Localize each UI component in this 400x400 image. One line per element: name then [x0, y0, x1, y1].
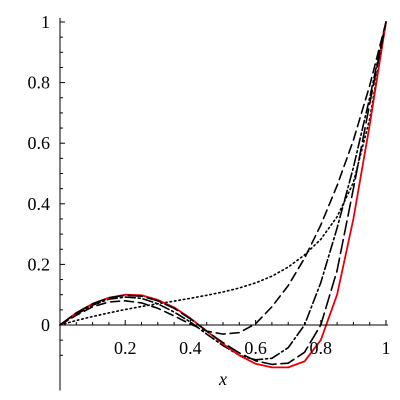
x-tick-label: 0.2 — [114, 338, 137, 358]
series-line-dashed — [59, 21, 387, 335]
y-tick-label: 0.2 — [28, 254, 51, 274]
y-tick-label: 0 — [41, 315, 50, 335]
series-line-solid — [59, 21, 387, 369]
y-tick-label: 1 — [41, 12, 50, 32]
ticks-layer: 0 0.2 0.4 0.6 0.8 1 0.2 0.4 0.6 0.8 1 — [28, 12, 391, 358]
y-tick-label: 0.8 — [28, 73, 51, 93]
series-line-dotted — [59, 21, 387, 326]
x-tick-label: 0.8 — [310, 338, 333, 358]
series-layer — [59, 21, 387, 369]
x-tick-label: 1 — [382, 338, 391, 358]
y-tick-label: 0.4 — [28, 194, 51, 214]
x-tick-label: 0.6 — [244, 338, 267, 358]
series-line-dash-dot — [59, 21, 387, 361]
series-line-long-dash — [59, 21, 387, 366]
x-tick-label: 0.4 — [179, 338, 202, 358]
x-axis-title: x — [218, 369, 227, 389]
y-tick-label: 0.6 — [28, 133, 51, 153]
